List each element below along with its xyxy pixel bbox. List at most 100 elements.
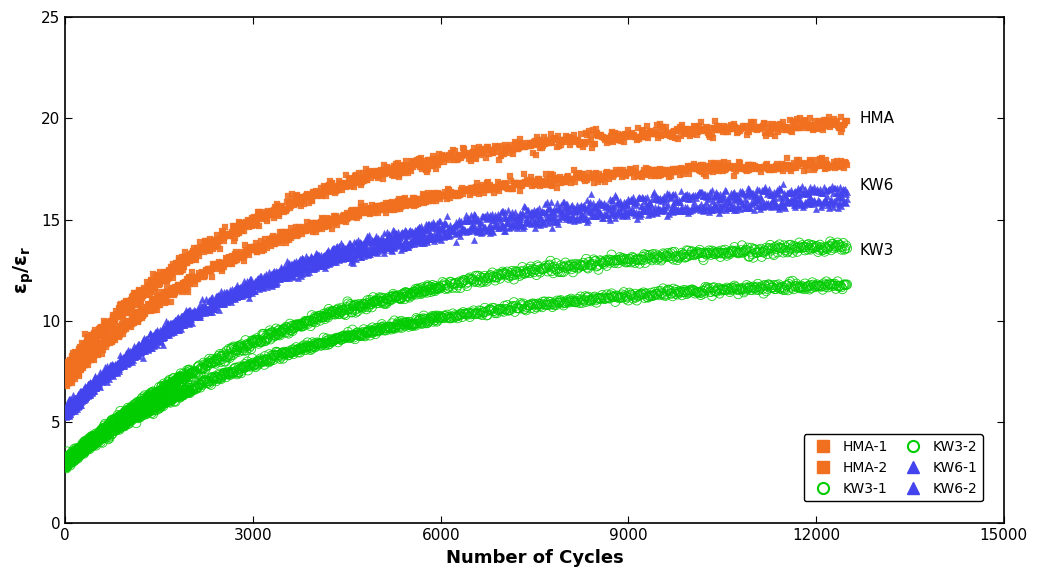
- Point: [630, 193, 646, 202]
- Point: [656, 130, 672, 139]
- Point: [169, 282, 186, 291]
- Point: [131, 409, 148, 418]
- Point: [206, 235, 222, 244]
- Point: [516, 170, 533, 179]
- Point: [545, 218, 562, 227]
- Point: [57, 407, 74, 416]
- Point: [704, 133, 721, 142]
- Point: [119, 359, 136, 368]
- Point: [84, 438, 101, 447]
- Point: [74, 391, 90, 401]
- Point: [112, 330, 129, 339]
- Point: [803, 187, 820, 196]
- Point: [341, 331, 357, 340]
- Point: [642, 198, 659, 208]
- Point: [216, 298, 233, 307]
- Point: [423, 232, 439, 242]
- Point: [178, 313, 194, 323]
- Point: [805, 186, 822, 195]
- Point: [394, 163, 410, 172]
- Point: [346, 213, 363, 222]
- Point: [332, 239, 349, 248]
- Point: [514, 138, 531, 147]
- Point: [77, 389, 94, 398]
- Point: [82, 384, 99, 394]
- Point: [680, 206, 696, 216]
- Point: [347, 335, 364, 344]
- Point: [97, 373, 113, 382]
- Point: [689, 130, 705, 139]
- Point: [190, 305, 207, 314]
- Point: [834, 187, 851, 196]
- Point: [71, 346, 87, 355]
- Point: [415, 235, 431, 244]
- Point: [128, 399, 144, 408]
- Point: [172, 263, 189, 272]
- Point: [498, 213, 514, 223]
- Point: [245, 218, 262, 228]
- Point: [77, 440, 94, 450]
- Point: [544, 223, 561, 232]
- Point: [731, 205, 748, 214]
- Point: [221, 231, 238, 240]
- Point: [61, 374, 78, 383]
- Point: [610, 291, 627, 301]
- Point: [604, 292, 620, 301]
- Point: [86, 379, 103, 388]
- Point: [73, 445, 89, 454]
- Point: [123, 403, 139, 412]
- Point: [673, 193, 690, 202]
- Point: [674, 287, 691, 297]
- Point: [146, 337, 163, 346]
- Point: [303, 262, 320, 272]
- Point: [71, 393, 87, 402]
- Point: [58, 457, 75, 466]
- Point: [302, 191, 319, 200]
- Point: [575, 261, 591, 271]
- Point: [735, 285, 751, 294]
- Point: [86, 331, 103, 340]
- Point: [135, 397, 152, 406]
- Point: [69, 450, 85, 460]
- Point: [381, 243, 398, 252]
- Point: [533, 214, 550, 223]
- Point: [421, 223, 437, 232]
- Point: [554, 138, 570, 147]
- Point: [105, 361, 122, 370]
- Point: [144, 299, 161, 308]
- Point: [458, 310, 475, 320]
- Point: [535, 181, 552, 190]
- Point: [823, 194, 840, 203]
- Point: [62, 403, 79, 413]
- Point: [777, 122, 794, 131]
- Point: [570, 139, 587, 149]
- Point: [83, 436, 100, 445]
- Point: [356, 236, 373, 246]
- Point: [84, 349, 101, 358]
- Point: [58, 458, 75, 468]
- Point: [381, 198, 398, 208]
- Point: [79, 338, 96, 347]
- Point: [232, 283, 248, 292]
- Point: [81, 440, 98, 449]
- Point: [233, 288, 249, 298]
- Point: [454, 151, 471, 161]
- Point: [196, 375, 213, 384]
- Point: [286, 324, 302, 333]
- Point: [69, 399, 85, 408]
- Point: [263, 354, 279, 364]
- Point: [743, 191, 760, 201]
- Point: [798, 284, 815, 293]
- Point: [177, 316, 193, 325]
- Point: [135, 309, 152, 318]
- Point: [170, 391, 187, 400]
- Point: [105, 364, 122, 373]
- Point: [517, 180, 534, 189]
- Point: [655, 202, 671, 212]
- Point: [368, 169, 384, 178]
- Point: [617, 171, 634, 180]
- Point: [641, 198, 658, 207]
- Point: [721, 203, 738, 213]
- Point: [126, 295, 142, 305]
- Point: [85, 437, 102, 446]
